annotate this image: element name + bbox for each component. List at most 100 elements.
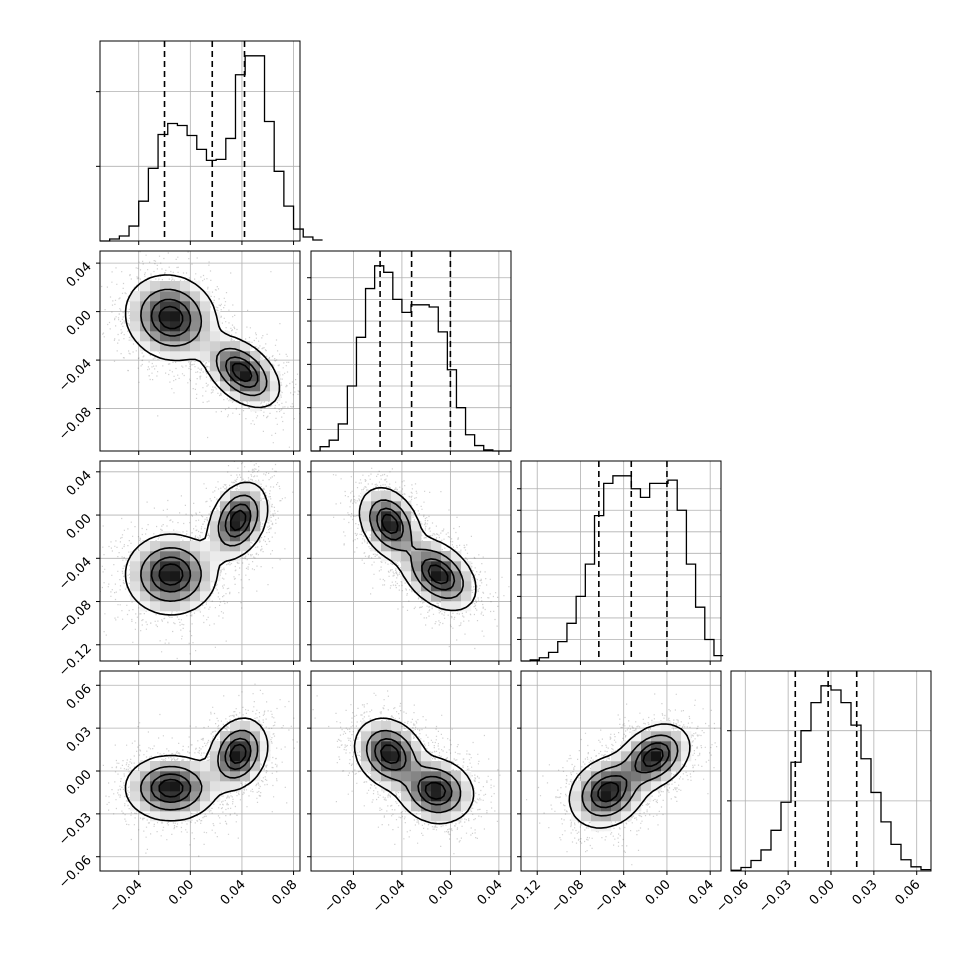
density-cell [381,751,392,762]
scatter-panel-0-3: −0.06 −0.03 0.00 0.03 0.06 [56,670,301,892]
density-cell [230,771,241,782]
density-cell [200,311,211,322]
density-cell [180,781,191,792]
density-cell [160,781,171,792]
density-cell [130,291,141,302]
density-cell [140,781,151,792]
panel-frame [520,460,722,662]
density-cell [230,751,241,762]
density-cell [591,771,602,782]
contour-line [158,305,253,383]
density-cell [421,581,432,592]
y-tick-label: −0.03 [56,810,95,849]
density-cell [240,341,251,352]
density-cell [431,551,442,562]
density-cell [200,551,211,562]
contour-line [376,507,456,591]
density-cell [240,351,251,362]
density-cell [611,801,622,812]
density-cell [170,551,181,562]
contour-line [369,499,464,599]
density-cell [150,551,161,562]
density-cell [160,531,171,542]
density-cell [401,731,412,742]
panel-content [526,693,718,866]
density-cell [190,561,201,572]
density-cell [160,281,171,292]
density-cell [190,321,201,332]
density-cell [200,561,211,572]
density-cell [581,801,592,812]
density-cell [591,801,602,812]
x-tick-label: 0.06 [892,877,923,908]
density-cell [651,781,662,792]
density-cell [421,551,432,562]
density-cell [210,511,221,522]
density-cell [611,751,622,762]
density-cell [631,781,642,792]
x-tick-label: 0.00 [643,877,674,908]
density-cell [401,501,412,512]
density-cell [220,531,231,542]
density-cell [210,341,221,352]
density-cell [230,731,241,742]
panel-frame [99,460,301,662]
density-cell [250,511,261,522]
density-cell [160,311,171,322]
x-tick-label: −0.06 [713,877,752,916]
density-cell [381,501,392,512]
density-cell [431,561,442,572]
density-cell [621,811,632,822]
density-cell [371,761,382,772]
density-cell [361,501,372,512]
density-cell [401,761,412,772]
histogram-step-line [311,265,511,452]
density-cell [180,571,191,582]
density-cell [150,561,161,572]
density-cell [431,571,442,582]
density-cell [581,811,592,822]
density-cell [250,751,261,762]
density-cell [361,731,372,742]
density-cell [381,721,392,732]
density-cell [150,581,161,592]
density-cell [591,821,602,832]
density-cell [270,381,281,392]
density-cell [631,771,642,782]
density-cell [411,801,422,812]
contour-line [380,744,447,800]
density-cell [140,541,151,552]
density-cell [381,731,392,742]
density-cell [140,791,151,802]
density-cell [250,481,261,492]
density-cell [371,521,382,532]
density-cell [240,531,251,542]
density-cell [411,581,422,592]
y-tick-label: 0.03 [64,724,95,755]
density-cell [160,551,171,562]
density-cell [240,481,251,492]
density-cell [391,491,402,502]
contour-line [140,288,268,397]
density-cell [361,761,372,772]
density-cell [170,301,181,312]
density-cell [411,551,422,562]
contour-line [158,509,247,586]
density-cell [431,811,442,822]
scatter-panel-0-2: −0.12 −0.08 −0.04 0.00 0.04 [56,460,301,680]
density-cell [200,771,211,782]
density-cell [641,781,652,792]
density-cell [140,581,151,592]
density-cell [461,591,472,602]
x-tick-label: 0.04 [475,877,506,908]
density-cell [391,521,402,532]
y-tick-label: 0.06 [64,682,95,713]
density-cell [621,801,632,812]
density-cell [431,541,442,552]
density-cell [240,741,251,752]
density-cell [130,571,141,582]
density-cell [210,761,221,772]
density-cell [591,781,602,792]
density-cell [391,771,402,782]
